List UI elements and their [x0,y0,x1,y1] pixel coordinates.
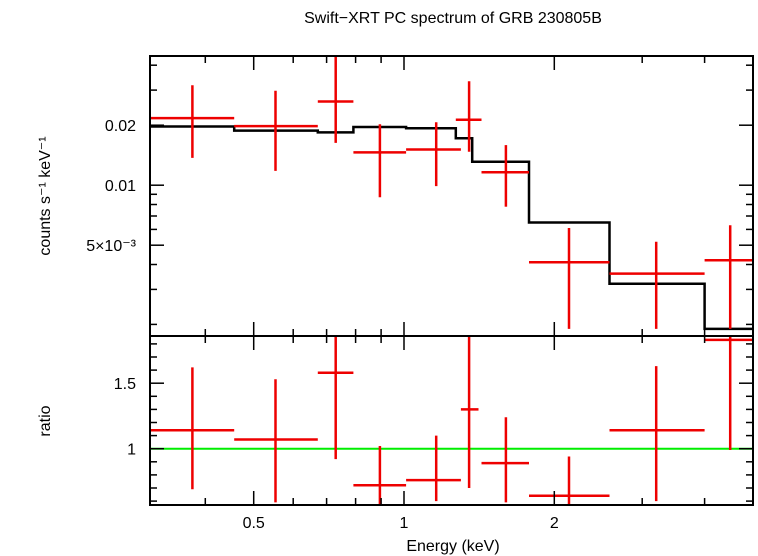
ratio-ticks [150,336,754,505]
ratio-y-axis-label: ratio [37,405,54,436]
spectrum-y-axis-label: counts s⁻¹ keV⁻¹ [37,136,54,255]
x-axis-label: Energy (keV) [406,538,499,555]
x-tick-label: 1 [400,515,409,532]
spectrum-y-tick-label: 0.01 [105,178,136,195]
ratio-panel: 1.51 0.5 1 2 [114,335,754,532]
data-points [150,56,753,329]
ratio-y-tick-labels: 1.51 [114,376,136,459]
spectrum-y-tick-label: 5×10⁻³ [86,238,136,255]
chart-title: Swift−XRT PC spectrum of GRB 230805B [304,10,602,27]
x-tick-label: 2 [550,515,559,532]
spectrum-panel: 0.02 0.01 5×10⁻³ [86,55,754,337]
energy-x-tick-labels: 0.5 1 2 [243,515,559,532]
ratio-points [150,336,753,505]
ratio-panel-frame [149,335,754,506]
spectrum-ticks [150,56,754,336]
ratio-y-tick-label: 1 [127,442,136,459]
spectrum-y-tick-labels: 0.02 0.01 5×10⁻³ [86,118,136,255]
spectrum-y-tick-label: 0.02 [105,118,136,135]
ratio-y-tick-label: 1.5 [114,376,136,393]
x-tick-label: 0.5 [243,515,265,532]
